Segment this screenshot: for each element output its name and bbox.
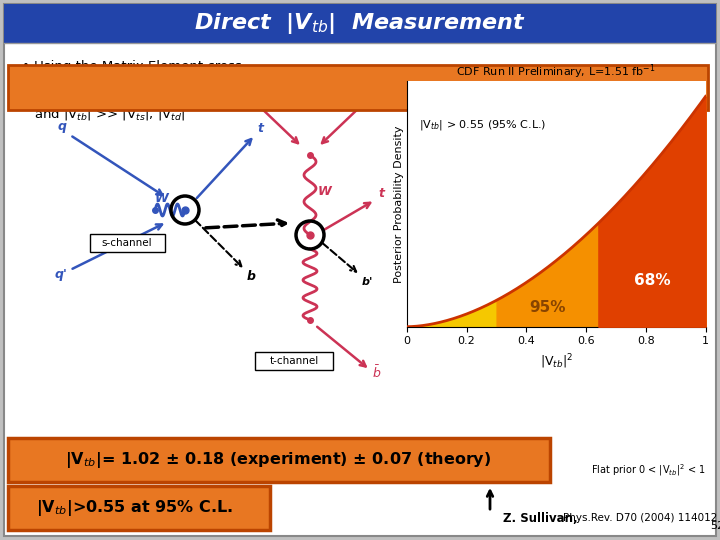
Text: Section PDF we measure |V$_{tb}$|: Section PDF we measure |V$_{tb}$| — [34, 74, 231, 90]
Text: W: W — [318, 185, 332, 198]
Text: |V$_{tb}$| > 0.55 (95% C.L.): |V$_{tb}$| > 0.55 (95% C.L.) — [419, 118, 546, 132]
X-axis label: |V$_{tb}$|$^{2}$: |V$_{tb}$|$^{2}$ — [539, 352, 573, 370]
Text: b': b' — [362, 277, 374, 287]
Text: W: W — [155, 192, 168, 205]
Title: CDF Run II Preliminary, L=1.51 fb$^{-1}$: CDF Run II Preliminary, L=1.51 fb$^{-1}$ — [456, 62, 656, 81]
Text: t-channel: t-channel — [269, 356, 319, 366]
Text: |V$_{tb}$|= 1.02 ± 0.18 (experiment) ± 0.07 (theory): |V$_{tb}$|= 1.02 ± 0.18 (experiment) ± 0… — [65, 450, 491, 470]
Text: 52: 52 — [710, 521, 720, 531]
Text: $\bar{b}$: $\bar{b}$ — [372, 364, 382, 381]
Text: and |V$_{tb}$| >> |V$_{ts}$|, |V$_{td}$|: and |V$_{tb}$| >> |V$_{ts}$|, |V$_{td}$| — [34, 106, 185, 122]
Text: q': q' — [55, 268, 68, 281]
Text: Flat prior 0 < |V$_{tb}$|$^{2}$ < 1: Flat prior 0 < |V$_{tb}$|$^{2}$ < 1 — [591, 462, 706, 478]
Y-axis label: Posterior Probability Density: Posterior Probability Density — [394, 125, 404, 282]
Text: q: q — [58, 120, 67, 133]
Text: Phys.Rev. D70 (2004) 114012: Phys.Rev. D70 (2004) 114012 — [563, 513, 717, 523]
Bar — [8, 486, 270, 530]
Bar — [8, 438, 550, 482]
Bar — [90, 234, 165, 252]
Text: t: t — [378, 187, 384, 200]
Bar — [8, 65, 708, 110]
Text: q: q — [248, 90, 257, 103]
Text: b: b — [247, 270, 256, 283]
Text: • Using the Matrix Element cross: • Using the Matrix Element cross — [22, 60, 242, 73]
Text: 95%: 95% — [529, 300, 565, 315]
Text: 68%: 68% — [634, 273, 670, 288]
Text: q': q' — [364, 90, 377, 103]
Text: • Assume Standard Model V-A coupling: • Assume Standard Model V-A coupling — [22, 92, 283, 105]
Text: s-channel: s-channel — [102, 238, 153, 248]
Text: Direct  |V$_{tb}$|  Measurement: Direct |V$_{tb}$| Measurement — [194, 11, 526, 37]
Bar — [4, 4, 716, 43]
Text: Z. Sullivan,: Z. Sullivan, — [503, 511, 577, 524]
Text: t: t — [257, 122, 263, 135]
Text: |V$_{tb}$|>0.55 at 95% C.L.: |V$_{tb}$|>0.55 at 95% C.L. — [37, 498, 233, 518]
Bar — [255, 352, 333, 370]
